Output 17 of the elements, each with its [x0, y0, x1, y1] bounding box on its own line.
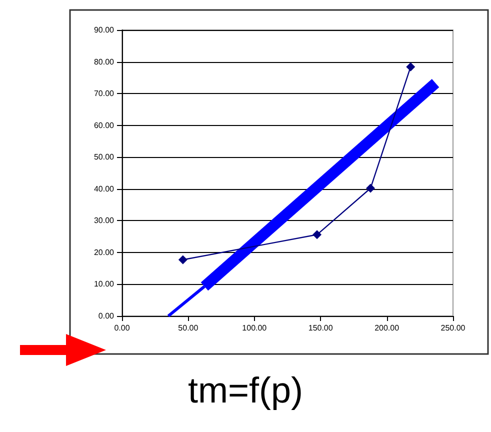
y-tick-label: 40.00 [94, 184, 115, 194]
y-tick-label: 0.00 [98, 312, 115, 320]
x-tick-label: 200.00 [374, 324, 400, 332]
y-tick-label: 80.00 [94, 57, 115, 66]
x-tick-label: 150.00 [308, 324, 334, 332]
y-tick-label: 30.00 [94, 216, 115, 226]
y-tick-label: 20.00 [94, 248, 115, 257]
x-tick-label: 250.00 [440, 324, 466, 332]
x-tick-label: 100.00 [242, 324, 268, 332]
x-tick-label: 50.00 [178, 324, 199, 332]
text: tm=f(p) [188, 370, 304, 410]
y-tick-label: 90.00 [94, 26, 115, 34]
y-tick-label: 70.00 [94, 89, 115, 98]
y-tick-label: 50.00 [94, 152, 115, 162]
x-tick-label: 0.00 [114, 324, 130, 332]
y-tick-label: 10.00 [94, 280, 115, 289]
y-tick-label: 60.00 [94, 120, 115, 130]
